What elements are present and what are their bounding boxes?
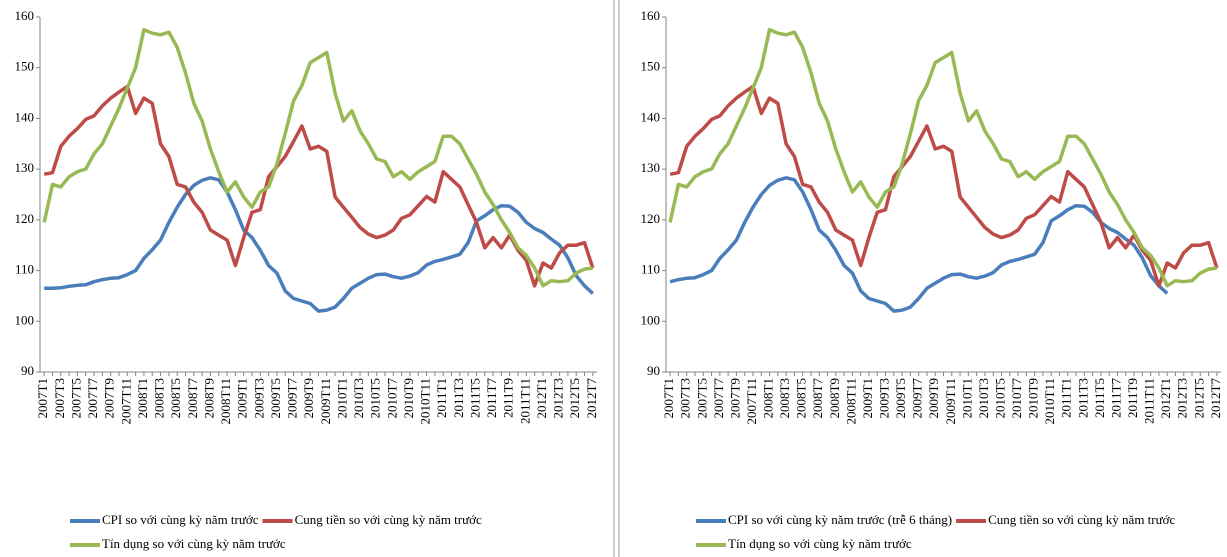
x-tick-label: 2007T1 bbox=[661, 378, 676, 418]
x-tick-label: 2010T3 bbox=[351, 378, 366, 418]
x-tick-label: 2008T1 bbox=[135, 378, 150, 418]
x-tick-label: 2009T3 bbox=[251, 378, 266, 418]
y-tick-label: 150 bbox=[641, 59, 661, 74]
x-tick-label: 2008T3 bbox=[777, 378, 792, 418]
x-tick-label: 2012T1 bbox=[534, 378, 549, 418]
x-tick-label: 2011T9 bbox=[1125, 378, 1140, 418]
x-tick-label: 2009T9 bbox=[926, 378, 941, 418]
x-tick-label: 2007T9 bbox=[727, 378, 742, 418]
x-tick-label: 2007T5 bbox=[68, 378, 83, 418]
x-tick-label: 2012T3 bbox=[1175, 378, 1190, 418]
x-tick-label: 2010T5 bbox=[368, 378, 383, 418]
x-tick-label: 2008T7 bbox=[810, 378, 825, 419]
x-tick-label: 2008T7 bbox=[185, 378, 200, 419]
x-tick-label: 2010T5 bbox=[992, 378, 1007, 418]
x-tick-label: 2008T3 bbox=[152, 378, 167, 418]
y-tick-label: 100 bbox=[15, 312, 35, 327]
y-tick-label: 130 bbox=[641, 160, 661, 175]
x-tick-label: 2009T5 bbox=[268, 378, 283, 418]
x-tick-label: 2012T1 bbox=[1158, 378, 1173, 418]
x-tick-label: 2011T7 bbox=[1108, 378, 1123, 418]
legend-label: Tín dụng so với cùng kỳ năm trước bbox=[102, 536, 286, 551]
y-tick-label: 140 bbox=[641, 109, 661, 124]
x-tick-label: 2007T11 bbox=[118, 378, 133, 424]
x-tick-label: 2009T1 bbox=[235, 378, 250, 418]
x-tick-label: 2008T11 bbox=[843, 378, 858, 424]
x-tick-label: 2008T9 bbox=[201, 378, 216, 418]
x-tick-label: 2011T5 bbox=[467, 378, 482, 418]
y-tick-label: 120 bbox=[15, 211, 35, 226]
y-tick-label: 100 bbox=[641, 312, 661, 327]
x-tick-label: 2011T9 bbox=[501, 378, 516, 418]
x-tick-label: 2007T7 bbox=[711, 378, 726, 419]
x-tick-label: 2012T7 bbox=[584, 378, 599, 419]
x-tick-label: 2009T11 bbox=[318, 378, 333, 424]
x-tick-label: 2007T1 bbox=[35, 378, 50, 418]
x-tick-label: 2012T3 bbox=[551, 378, 566, 418]
y-tick-label: 150 bbox=[15, 59, 35, 74]
legend-label: CPI so với cùng kỳ năm trước bbox=[102, 512, 259, 527]
x-tick-label: 2007T7 bbox=[85, 378, 100, 419]
x-tick-label: 2007T3 bbox=[678, 378, 693, 418]
x-tick-label: 2007T11 bbox=[744, 378, 759, 424]
x-tick-label: 2011T11 bbox=[517, 378, 532, 424]
x-tick-label: 2007T3 bbox=[52, 378, 67, 418]
legend-label: Cung tiền so với cùng kỳ năm trước bbox=[988, 512, 1175, 527]
x-tick-label: 2012T5 bbox=[1191, 378, 1206, 418]
y-tick-label: 130 bbox=[15, 160, 35, 175]
x-tick-label: 2010T1 bbox=[959, 378, 974, 418]
x-tick-label: 2007T5 bbox=[694, 378, 709, 418]
x-tick-label: 2007T9 bbox=[102, 378, 117, 418]
y-tick-label: 120 bbox=[641, 211, 661, 226]
x-tick-label: 2009T9 bbox=[301, 378, 316, 418]
x-tick-label: 2011T1 bbox=[1059, 378, 1074, 418]
x-tick-label: 2011T7 bbox=[484, 378, 499, 418]
y-tick-label: 90 bbox=[647, 363, 660, 378]
x-tick-label: 2011T5 bbox=[1092, 378, 1107, 418]
x-tick-label: 2009T5 bbox=[893, 378, 908, 418]
x-tick-label: 2008T1 bbox=[761, 378, 776, 418]
legend-label: Tín dụng so với cùng kỳ năm trước bbox=[728, 536, 912, 551]
x-tick-label: 2009T11 bbox=[943, 378, 958, 424]
series-line bbox=[668, 27, 1218, 288]
y-tick-label: 110 bbox=[15, 262, 34, 277]
x-tick-label: 2010T9 bbox=[1026, 378, 1041, 418]
series-line bbox=[42, 27, 594, 288]
x-tick-label: 2011T3 bbox=[1075, 378, 1090, 418]
x-tick-label: 2011T1 bbox=[434, 378, 449, 418]
series-line bbox=[44, 176, 594, 313]
y-tick-label: 90 bbox=[21, 363, 34, 378]
y-tick-label: 110 bbox=[641, 262, 660, 277]
x-tick-label: 2008T11 bbox=[218, 378, 233, 424]
x-tick-label: 2008T9 bbox=[827, 378, 842, 418]
x-tick-label: 2012T5 bbox=[567, 378, 582, 418]
x-tick-label: 2011T11 bbox=[1142, 378, 1157, 424]
series-line bbox=[43, 84, 595, 288]
x-tick-label: 2009T1 bbox=[860, 378, 875, 418]
y-tick-label: 160 bbox=[641, 8, 661, 23]
x-tick-label: 2010T7 bbox=[1009, 378, 1024, 419]
legend-label: Cung tiền so với cùng kỳ năm trước bbox=[295, 512, 482, 527]
series-line bbox=[669, 176, 1169, 313]
y-tick-label: 160 bbox=[15, 8, 35, 23]
series-line bbox=[669, 84, 1219, 288]
x-tick-label: 2009T7 bbox=[910, 378, 925, 419]
x-tick-label: 2010T11 bbox=[1042, 378, 1057, 424]
x-tick-label: 2008T5 bbox=[794, 378, 809, 418]
x-tick-label: 2008T5 bbox=[168, 378, 183, 418]
x-tick-label: 2010T11 bbox=[418, 378, 433, 424]
x-tick-label: 2009T7 bbox=[285, 378, 300, 419]
x-tick-label: 2009T3 bbox=[876, 378, 891, 418]
x-tick-label: 2012T7 bbox=[1208, 378, 1223, 419]
x-tick-label: 2010T9 bbox=[401, 378, 416, 418]
x-tick-label: 2011T3 bbox=[451, 378, 466, 418]
x-tick-label: 2010T3 bbox=[976, 378, 991, 418]
x-tick-label: 2010T7 bbox=[384, 378, 399, 419]
y-tick-label: 140 bbox=[15, 109, 35, 124]
legend-label: CPI so với cùng kỳ năm trước (trễ 6 thán… bbox=[728, 512, 952, 527]
x-tick-label: 2010T1 bbox=[334, 378, 349, 418]
